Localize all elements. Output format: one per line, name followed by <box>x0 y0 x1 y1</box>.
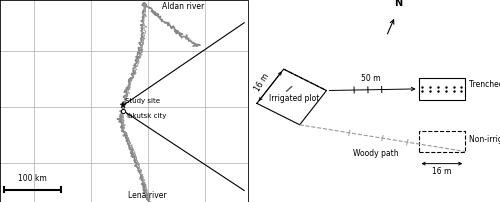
Text: Trenched area: Trenched area <box>469 80 500 89</box>
Text: 16 m: 16 m <box>432 167 452 176</box>
Text: Non-irrigated plot: Non-irrigated plot <box>469 135 500 144</box>
Text: Study site: Study site <box>125 98 160 104</box>
Text: 50 m: 50 m <box>360 74 380 83</box>
Text: Aldan river: Aldan river <box>162 2 204 11</box>
Text: N: N <box>394 0 402 8</box>
Text: 16 m: 16 m <box>253 71 270 93</box>
Text: Lena river: Lena river <box>128 191 166 200</box>
Text: 100 km: 100 km <box>18 174 47 183</box>
Text: Yakutsk city: Yakutsk city <box>125 113 166 119</box>
Text: Woody path: Woody path <box>353 149 399 158</box>
Text: Irrigated plot: Irrigated plot <box>269 95 320 103</box>
